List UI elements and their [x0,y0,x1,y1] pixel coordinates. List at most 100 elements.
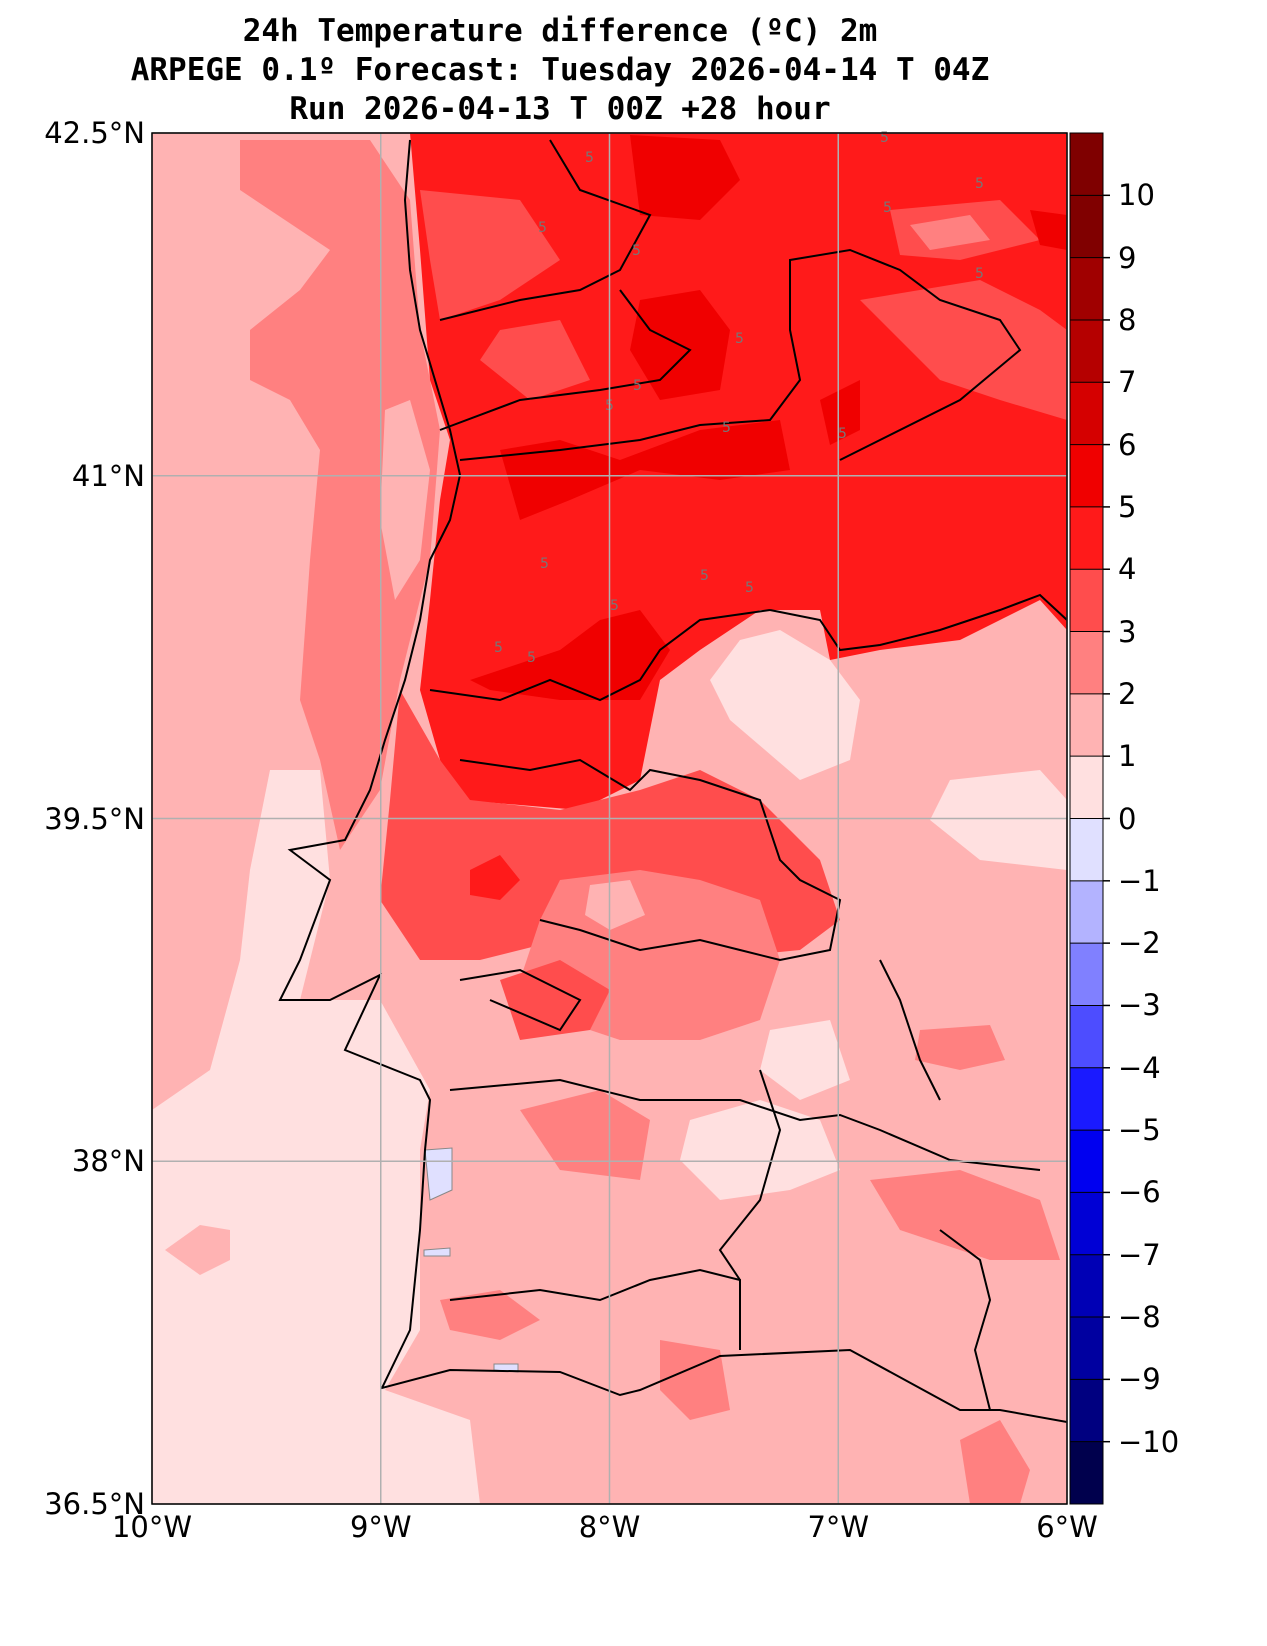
field-2-3-south-c [870,1170,1060,1260]
colorbar-bin [1070,1067,1103,1131]
colorbar-bin [1070,1130,1103,1193]
colorbar-frame [1069,132,1104,1505]
contour-label: 5 [700,568,709,584]
colorbar-bin [1070,756,1103,819]
colorbar-tick-label: 2 [1118,676,1137,711]
colorbar-bin [1070,1379,1103,1443]
field-0-1-south-b [760,1020,850,1100]
colorbar-tick-label: −3 [1118,988,1161,1023]
field-0-1-ocean [152,770,480,1504]
field-2-3-patch-ne [910,215,990,250]
border-line [429,609,771,702]
colorbar-tick-label: −8 [1118,1300,1161,1335]
title-line-2: ARPEGE 0.1º Forecast: Tuesday 2026-04-14… [130,52,990,88]
field-3-4-north-coast [420,190,560,320]
colorbar-bin [1070,943,1103,1006]
colorbar-tick-label: 10 [1118,178,1155,213]
colorbar-tick-label: −5 [1118,1113,1161,1148]
colorbar-tick-label: −7 [1118,1237,1161,1272]
colorbar-bin [1070,133,1103,196]
field-2-3-south-b [915,1025,1005,1070]
colorbar [1069,132,1110,1505]
field-2-3-ocean [240,140,440,850]
colorbar-bin [1070,1317,1103,1380]
colorbar-tick-label: 5 [1118,489,1137,524]
colorbar-tick-label: 3 [1118,614,1137,649]
contour-label: 5 [975,266,984,282]
colorbar-tick-label: 7 [1118,365,1137,400]
colorbar-tick-label: −9 [1118,1362,1161,1397]
contour-label: 5 [880,130,889,146]
field-2-3-southeast [960,1420,1030,1504]
border-line [439,139,652,321]
field-0-1-south-a [680,1100,840,1200]
border-line [439,289,692,431]
border-line [459,758,842,962]
contour-label: 5 [722,420,731,436]
colorbar-bin [1070,506,1103,570]
colorbar-bin [1070,1005,1103,1069]
field-5-6-f [1030,210,1067,250]
field-4-5-patch-central [470,855,520,900]
title-line-1: 24h Temperature difference (ºC) 2m [242,13,878,49]
field-5-6-c [470,610,670,700]
border-line [769,593,1067,652]
colorbar-bin [1070,569,1103,633]
colorbar-tick-label: 6 [1118,427,1137,462]
contour-label: 5 [745,580,754,596]
colorbar-tick-label: −1 [1118,863,1161,898]
colorbar-bin [1070,1441,1103,1505]
lon-tick-label: 8°W [578,1510,641,1544]
contour-label: 5 [585,150,594,166]
colorbar-tick-label: −2 [1118,926,1161,961]
colorbar-tick-label: 0 [1118,801,1137,836]
contour-label: 5 [494,640,503,656]
colorbar-bin [1070,195,1103,259]
lon-tick-label: 10°W [111,1510,193,1544]
field-0-1-east [710,630,860,780]
colorbar-tick-label: −4 [1118,1050,1161,1085]
border-line [459,248,1022,461]
title-line-3: Run 2026-04-13 T 00Z +28 hour [289,91,831,127]
lat-tick-label: 36.5°N [44,1487,145,1521]
lat-tick-label: 38°N [71,1144,145,1179]
colorbar-bin [1070,1254,1103,1318]
lat-tick-label: 39.5°N [44,801,145,836]
contour-label: 5 [538,220,547,236]
field-5-6-e [820,380,860,445]
field-2-3-south-e [440,1290,540,1340]
field-5-6-d [500,420,790,520]
colorbar-bin [1070,382,1103,446]
colorbar-bin [1070,319,1103,383]
contour-label: 5 [540,556,549,572]
border-line [449,1078,1041,1171]
field-1-2-ocean-strip [380,400,430,600]
colorbar-bin [1070,693,1103,757]
colorbar-tick-label: −6 [1118,1175,1161,1210]
contour-label: 5 [610,598,619,614]
field-3-4-south-central [500,960,610,1040]
field-1-2-ocean-patch [165,1225,230,1275]
border-line [879,959,941,1101]
colorbar-bin [1070,444,1103,508]
colorbar-tick-label: 8 [1118,302,1137,337]
field-neg-patch-b [423,1247,451,1257]
lon-tick-label: 7°W [807,1510,870,1544]
colorbar-tick-label: −10 [1118,1424,1180,1459]
field-3-4-east [860,280,1067,420]
colorbar-bin [1070,631,1103,695]
contour-label: 5 [735,331,744,347]
colorbar-bin [1070,880,1103,944]
colorbar-tick-label: 9 [1118,240,1137,275]
contour-label: 5 [632,243,641,259]
border-line [718,1069,782,1281]
contour-label: 5 [838,426,847,442]
field-1-2-patch [585,880,645,930]
field-5-6-a [630,135,740,220]
colorbar-bin [1070,1192,1103,1256]
lat-tick-label: 41°N [71,458,145,493]
colorbar-bin [1070,818,1103,882]
lon-tick-label: 6°W [1036,1510,1098,1544]
contour-label: 5 [975,176,984,192]
colorbar-tick-label: 4 [1118,552,1137,587]
